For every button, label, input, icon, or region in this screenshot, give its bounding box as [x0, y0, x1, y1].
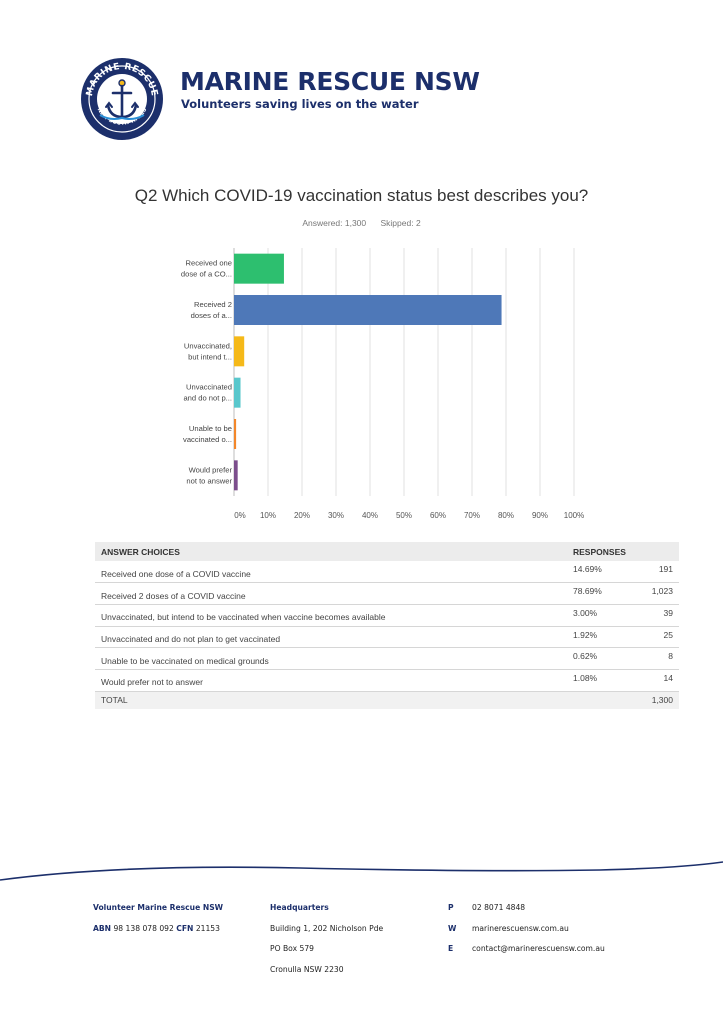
- table-row: Unvaccinated, but intend to be vaccinate…: [95, 604, 679, 627]
- footer-headquarters: Headquarters Building 1, 202 Nicholson P…: [270, 903, 383, 985]
- x-tick-label: 40%: [362, 511, 378, 520]
- category-label: Received one: [186, 259, 232, 268]
- bar: [234, 295, 502, 325]
- bar: [234, 419, 237, 449]
- table-row: Unable to be vaccinated on medical groun…: [95, 647, 679, 670]
- cfn-value: 21153: [195, 923, 220, 933]
- total-spacer: [567, 691, 621, 710]
- phone-value: 02 8071 4848: [472, 903, 526, 912]
- answered-count: Answered: 1,300: [302, 218, 367, 228]
- bar: [234, 460, 238, 491]
- footer-phone: P 02 8071 4848: [448, 903, 605, 924]
- x-tick-label: 0%: [234, 511, 246, 520]
- category-label: vaccinated o...: [183, 435, 232, 444]
- footer-abn: ABN 98 138 078 092 CFN 21153: [93, 924, 223, 945]
- row-label: Unvaccinated, but intend to be vaccinate…: [95, 604, 567, 627]
- footer-wave: [0, 861, 723, 881]
- x-tick-label: 60%: [430, 511, 446, 520]
- footer-address-line: PO Box 579: [270, 944, 314, 953]
- email-link[interactable]: contact@marinerescuensw.com.au: [472, 944, 605, 953]
- row-percent: 78.69%: [567, 582, 621, 605]
- answer-table: ANSWER CHOICES RESPONSES Received one do…: [95, 542, 679, 710]
- x-tick-label: 20%: [294, 511, 310, 520]
- row-percent: 1.92%: [567, 626, 621, 649]
- abn-value: 98 138 078 092: [113, 923, 174, 933]
- footer-hq-label: Headquarters: [270, 903, 329, 912]
- footer-org: Volunteer Marine Rescue NSW ABN 98 138 0…: [93, 903, 223, 944]
- table-total-row: TOTAL 1,300: [95, 691, 679, 710]
- x-tick-label: 80%: [498, 511, 514, 520]
- web-key: W: [448, 923, 457, 933]
- cfn-label: CFN: [176, 923, 194, 933]
- question-meta: Answered: 1,300 Skipped: 2: [0, 218, 723, 228]
- row-label: Unvaccinated and do not plan to get vacc…: [95, 626, 567, 649]
- total-count: 1,300: [621, 691, 679, 710]
- row-label: Received one dose of a COVID vaccine: [95, 561, 567, 584]
- brand-name: MARINE RESCUE NSW: [180, 67, 480, 96]
- x-tick-label: 50%: [396, 511, 412, 520]
- row-percent: 1.08%: [567, 669, 621, 692]
- category-label: Received 2: [194, 300, 232, 309]
- category-label: Unvaccinated,: [184, 341, 232, 350]
- footer-address-line: Building 1, 202 Nicholson Pde: [270, 923, 384, 933]
- category-label: Unable to be: [189, 424, 232, 433]
- category-label: Unvaccinated: [186, 383, 232, 392]
- abn-label: ABN: [93, 923, 112, 933]
- category-label: dose of a CO...: [181, 270, 232, 279]
- footer-address-line: Cronulla NSW 2230: [270, 964, 344, 974]
- bar: [234, 336, 245, 367]
- web-link[interactable]: marinerescuensw.com.au: [472, 923, 569, 933]
- bar-chart: 0% 10% 20% 30% 40% 50% 60% 70% 80% 90% 100% Receive…: [181, 248, 584, 520]
- row-count: 191: [621, 561, 679, 584]
- row-label: Would prefer not to answer: [95, 669, 567, 692]
- x-tick-label: 70%: [464, 511, 480, 520]
- bar: [234, 377, 241, 408]
- row-percent: 0.62%: [567, 647, 621, 670]
- phone-key: P: [448, 903, 454, 912]
- row-count: 25: [621, 626, 679, 649]
- x-tick-label: 90%: [532, 511, 548, 520]
- table-row: Would prefer not to answer 1.08% 14: [95, 669, 679, 692]
- row-count: 39: [621, 604, 679, 627]
- bar: [234, 253, 284, 284]
- marine-rescue-logo: MARINE RESCUE NEW SOUTH WALES: [81, 58, 163, 140]
- category-label: doses of a...: [191, 311, 232, 320]
- row-percent: 3.00%: [567, 604, 621, 627]
- category-label: Would prefer: [189, 465, 233, 474]
- row-label: Received 2 doses of a COVID vaccine: [95, 582, 567, 605]
- skipped-count: Skipped: 2: [380, 218, 421, 228]
- email-key: E: [448, 944, 454, 953]
- footer-org-name: Volunteer Marine Rescue NSW: [93, 903, 224, 912]
- x-tick-label: 10%: [260, 511, 276, 520]
- header-responses: RESPONSES: [567, 542, 679, 561]
- category-label: not to answer: [186, 476, 232, 485]
- header-answer-choices: ANSWER CHOICES: [95, 542, 567, 561]
- category-label: but intend t...: [188, 352, 232, 361]
- row-label: Unable to be vaccinated on medical groun…: [95, 647, 567, 670]
- total-label: TOTAL: [95, 691, 567, 710]
- category-label: and do not p...: [183, 394, 232, 403]
- row-count: 14: [621, 669, 679, 692]
- row-count: 1,023: [621, 582, 679, 605]
- row-percent: 14.69%: [567, 561, 621, 584]
- brand-tagline: Volunteers saving lives on the water: [181, 97, 419, 111]
- table-row: Unvaccinated and do not plan to get vacc…: [95, 626, 679, 649]
- row-count: 8: [621, 647, 679, 670]
- x-tick-label: 30%: [328, 511, 344, 520]
- table-row: Received 2 doses of a COVID vaccine 78.6…: [95, 582, 679, 605]
- question-title: Q2 Which COVID-19 vaccination status bes…: [134, 186, 589, 205]
- table-row: Received one dose of a COVID vaccine 14.…: [95, 561, 679, 584]
- x-tick-label: 100%: [564, 511, 584, 520]
- table-header-row: ANSWER CHOICES RESPONSES: [95, 542, 679, 561]
